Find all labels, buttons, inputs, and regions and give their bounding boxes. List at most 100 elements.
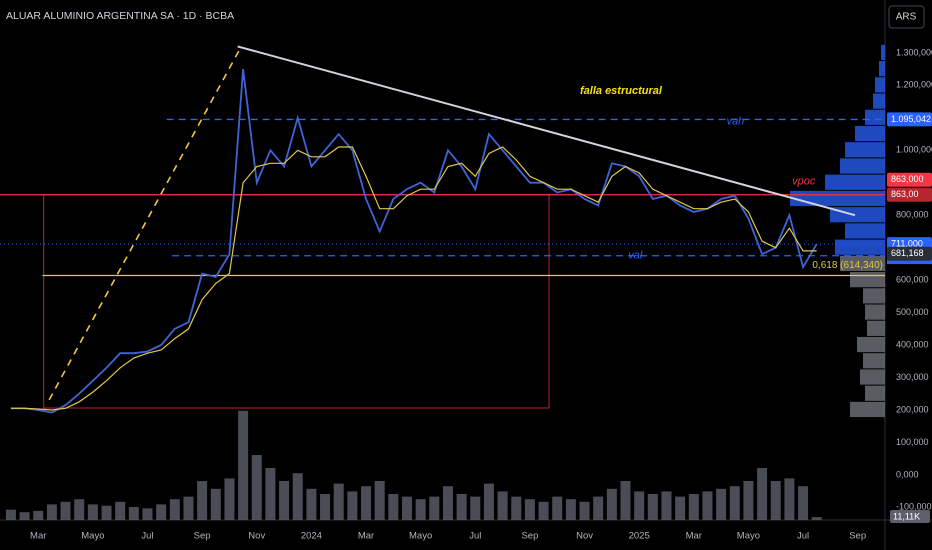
volume-bar bbox=[169, 499, 180, 520]
x-tick-label: Nov bbox=[576, 531, 593, 542]
x-tick-label: Mar bbox=[30, 531, 46, 542]
volume-bar bbox=[511, 496, 522, 520]
volume-bar bbox=[497, 491, 508, 520]
volume-bar bbox=[128, 507, 139, 520]
x-tick-label: Mayo bbox=[737, 531, 760, 542]
volume-bar bbox=[101, 505, 112, 520]
volume-profile-bar bbox=[835, 239, 885, 255]
volume-profile-bar bbox=[790, 190, 885, 207]
volume-bar bbox=[688, 494, 699, 520]
y-tick-label: 500,000 bbox=[896, 307, 929, 317]
volume-bar bbox=[456, 494, 467, 520]
volume-bar bbox=[470, 496, 481, 520]
y-tick-label: 200,000 bbox=[896, 404, 929, 414]
y-tick-label: 1.200,000 bbox=[896, 80, 932, 90]
volume-profile-bar bbox=[863, 353, 885, 369]
volume-bar bbox=[333, 483, 344, 520]
volume-bar bbox=[197, 481, 208, 520]
volume-profile-bar bbox=[825, 174, 885, 190]
volume-bar bbox=[798, 486, 809, 520]
volume-bar bbox=[634, 491, 645, 520]
volume-bar bbox=[770, 481, 781, 520]
volume-profile-bar bbox=[873, 93, 885, 109]
volume-bar bbox=[483, 483, 494, 520]
x-tick-label: Sep bbox=[194, 531, 211, 542]
volume-bar bbox=[19, 512, 30, 520]
price-label: 711,000 bbox=[891, 238, 923, 248]
y-tick-label: -100,000 bbox=[896, 502, 932, 512]
volume-bar bbox=[279, 481, 290, 520]
volume-bar bbox=[716, 488, 727, 520]
volume-bar bbox=[361, 486, 372, 520]
volume-label-box bbox=[890, 510, 930, 523]
volume-bar bbox=[238, 410, 249, 520]
volume-bar bbox=[46, 504, 57, 520]
y-tick-label: 400,000 bbox=[896, 339, 929, 349]
volume-bar bbox=[142, 508, 153, 520]
price-label-box bbox=[887, 187, 932, 202]
x-tick-label: Mayo bbox=[81, 531, 104, 542]
volume-bar bbox=[265, 468, 276, 520]
volume-bar bbox=[538, 501, 549, 520]
volume-bar bbox=[5, 509, 16, 520]
price-label: 863,00 bbox=[891, 189, 919, 199]
volume-bar bbox=[292, 473, 303, 520]
x-tick-label: 2025 bbox=[629, 531, 650, 542]
price-line bbox=[10, 68, 818, 414]
volume-bar bbox=[306, 488, 317, 520]
volume-profile-bar bbox=[865, 385, 885, 401]
volume-profile-bar bbox=[855, 125, 885, 142]
price-label: 1.095,042 bbox=[891, 114, 931, 124]
x-tick-label: Mar bbox=[358, 531, 374, 542]
volume-bar bbox=[415, 499, 426, 520]
volume-profile-bar bbox=[879, 61, 885, 77]
y-tick-label: 1.300,000 bbox=[896, 47, 932, 57]
volume-profile-bar bbox=[857, 336, 885, 353]
volume-bar bbox=[320, 494, 331, 520]
volume-bar bbox=[729, 486, 740, 520]
volume-profile-bar bbox=[863, 288, 885, 304]
y-tick-label: 800,000 bbox=[896, 210, 929, 220]
x-tick-label: Mar bbox=[686, 531, 702, 542]
currency-button[interactable] bbox=[888, 5, 925, 29]
x-tick-label: Jul bbox=[469, 531, 481, 542]
volume-profile-bar bbox=[875, 77, 885, 93]
trend-line bbox=[237, 45, 856, 217]
volume-profile-bar bbox=[840, 255, 885, 272]
volume-bar bbox=[647, 494, 658, 520]
volume-bar bbox=[661, 491, 672, 520]
volume-bar bbox=[429, 496, 440, 520]
volume-profile-bar bbox=[881, 44, 885, 61]
volume-profile-bar bbox=[840, 158, 885, 174]
volume-bar bbox=[60, 501, 71, 520]
volume-bar bbox=[183, 496, 194, 520]
y-tick-label: 1.000,000 bbox=[896, 145, 932, 155]
volume-bar bbox=[757, 468, 768, 520]
currency-label[interactable]: ARS bbox=[896, 12, 917, 23]
price-label-box bbox=[887, 112, 932, 127]
volume-bar bbox=[388, 494, 399, 520]
volume-bar bbox=[156, 504, 167, 520]
y-tick-label: 0,000 bbox=[896, 469, 919, 479]
x-tick-label: Sep bbox=[521, 531, 538, 542]
volume-bar bbox=[401, 496, 412, 520]
x-tick-label: Jul bbox=[797, 531, 809, 542]
volume-label: 11,11K bbox=[893, 511, 920, 521]
level-label: vpoc bbox=[792, 176, 816, 188]
volume-bar bbox=[115, 501, 126, 520]
volume-bar bbox=[33, 510, 44, 520]
volume-bar bbox=[675, 496, 686, 520]
price-label-box bbox=[887, 172, 932, 187]
volume-bar bbox=[442, 486, 453, 520]
volume-profile-bar bbox=[860, 369, 885, 385]
volume-bar bbox=[702, 491, 713, 520]
volume-bar bbox=[87, 504, 98, 520]
y-tick-label: 300,000 bbox=[896, 372, 929, 382]
volume-profile-bar bbox=[845, 142, 885, 158]
volume-bar bbox=[552, 496, 563, 520]
level-label: 0,618 (614,340) bbox=[812, 260, 883, 271]
level-label: vah bbox=[727, 115, 745, 127]
volume-bar bbox=[524, 499, 535, 520]
volume-bar bbox=[811, 517, 822, 520]
y-tick-label: 600,000 bbox=[896, 274, 929, 284]
